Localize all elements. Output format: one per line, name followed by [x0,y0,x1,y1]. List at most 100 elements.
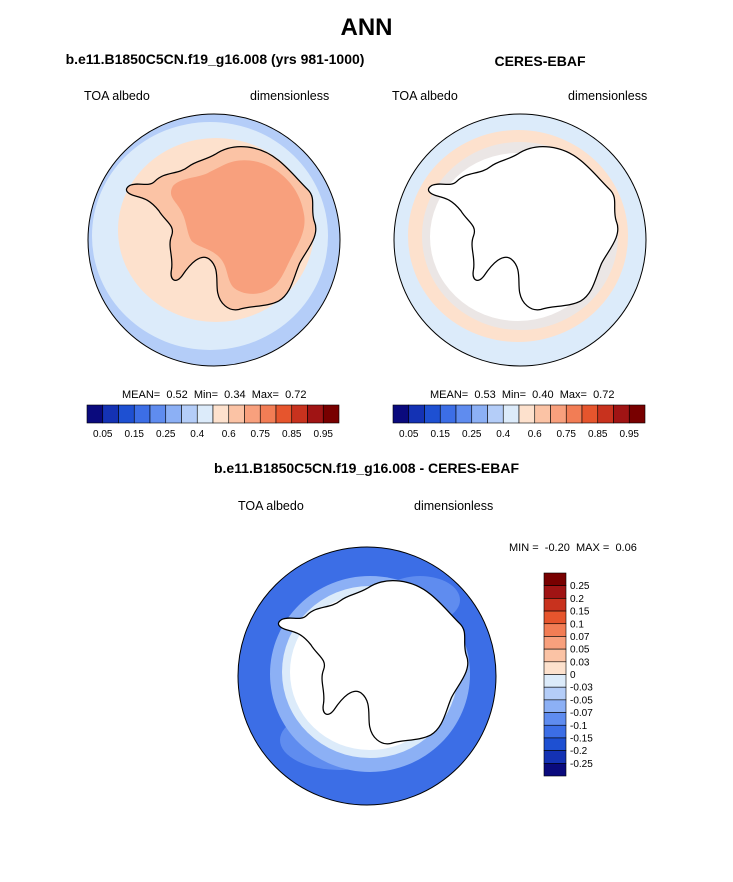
panel1-variable-label: TOA albedo [84,89,150,103]
colorbar-panel3-swatch [543,623,567,637]
panel3-title: b.e11.B1850C5CN.f19_g16.008 - CERES-EBAF [213,460,520,476]
colorbar-panel2-tick-label: 0.75 [557,429,577,440]
colorbar-panel2-tick-label: 0.05 [399,429,419,440]
colorbar-panel3-tick-label: 0.25 [570,581,590,592]
panel3-map [238,547,496,805]
colorbar-panel3-tick-label: 0.05 [570,645,590,656]
colorbar-panel3-swatch [543,674,567,688]
colorbar-panel1-swatch [322,404,340,424]
max-value: 0.72 [285,389,307,401]
colorbar-panel3-swatch [543,686,567,701]
colorbar-panel1-swatch [212,404,230,424]
colorbar-panel2-swatch [565,404,583,424]
max-value: 0.72 [593,389,615,401]
mean-value: 0.53 [474,389,496,401]
colorbar-panel3-swatch [543,598,567,612]
colorbar-panel3-swatch [543,724,567,739]
min-value: -0.20 [544,542,570,554]
colorbar-panel2-swatch [550,404,567,424]
panel2-title: CERES-EBAF [494,53,586,69]
colorbar-panel1-tick-label: 0.25 [156,429,176,440]
colorbar-panel3-swatch [543,737,567,751]
page-title: ANN [340,14,393,41]
colorbar-panel3-swatch [543,636,567,650]
colorbar-panel3-swatch [543,648,567,663]
colorbar-panel1-swatch [228,404,245,424]
colorbar-panel2-tick-label: 0.4 [496,429,510,440]
colorbar-panel1-swatch [118,404,135,424]
panel3-stats: MIN = -0.20 MAX = 0.06 [509,542,637,554]
mean-label: MEAN= [430,389,469,401]
colorbar-panel2-tick-label: 0.85 [588,429,608,440]
mean-label: MEAN= [122,389,161,401]
max-label: MAX = [575,542,610,554]
colorbar-panel3: 0.25 0.2 0.150.1 0.07 0.050.03 0 -0.03-0.05 -0.… [543,572,593,777]
panel1-units-label: dimensionless [250,89,330,103]
panel1-map-border [87,113,341,367]
colorbar-panel2-swatch [581,404,599,424]
colorbar-panel3-tick-label: -0.15 [570,733,593,744]
mean-value: 0.52 [166,389,188,401]
colorbar-panel1-swatch [149,404,167,424]
panel3-variable-label: TOA albedo [238,499,304,513]
colorbar-panel1-tick-label: 0.85 [282,429,302,440]
max-label: Max= [559,389,587,401]
colorbar-panel1-swatch [307,404,324,424]
colorbar-panel3-tick-label: -0.07 [570,708,593,719]
colorbar-panel2-tick-label: 0.6 [528,429,542,440]
colorbar-panel3-swatch [543,750,567,764]
colorbar-panel2-swatch [392,404,410,424]
min-label: Min= [501,389,527,401]
colorbar-panel2-swatch [408,404,425,424]
colorbar-panel1-tick-label: 0.05 [93,429,113,440]
max-value: 0.06 [615,542,637,554]
min-label: MIN = [509,542,539,554]
colorbar-panel3-tick-label: 0.03 [570,657,590,668]
colorbar-panel1-swatch [181,404,198,424]
colorbar-panel3-tick-label: -0.05 [570,695,593,706]
colorbar-panel2-tick-label: 0.95 [620,429,640,440]
colorbar-panel3-tick-label: -0.1 [570,721,588,732]
colorbar-panel3-tick-label: 0.2 [570,594,584,605]
colorbar-panel1-swatch [133,404,151,424]
colorbar-panel1-tick-label: 0.15 [125,429,145,440]
colorbar-panel2-swatch [534,404,551,424]
colorbar-panel2-swatch [518,404,536,424]
colorbar-panel3-tick-label: 0.07 [570,632,590,643]
colorbar-panel3-tick-label: 0.1 [570,619,584,630]
colorbar-panel2-swatch [502,404,520,424]
colorbar-panel3-tick-label: -0.03 [570,683,593,694]
colorbar-panel2-swatch [439,404,457,424]
colorbar-panel1-swatch [259,404,277,424]
colorbar-panel3-swatch [543,610,567,625]
panel1-stats: MEAN= 0.52 Min= 0.34 Max= 0.72 [122,389,306,401]
colorbar-panel2-swatch [613,404,630,424]
colorbar-panel2-tick-label: 0.15 [431,429,451,440]
panel2-stats: MEAN= 0.53 Min= 0.40 Max= 0.72 [430,389,614,401]
colorbar-panel1-swatch [275,404,293,424]
colorbar-panel3-tick-label: 0.15 [570,607,590,618]
panel3-map-border [237,546,497,806]
colorbar-panel1-swatch [86,404,104,424]
colorbar-panel1-swatch [165,404,182,424]
colorbar-panel1-swatch [244,404,261,424]
colorbar-panel1-tick-label: 0.6 [222,429,236,440]
colorbar-panel1-tick-label: 0.75 [251,429,271,440]
colorbar-panel1-swatch [196,404,214,424]
panel1-map [88,114,340,366]
min-value: 0.40 [532,389,554,401]
panel2-units-label: dimensionless [568,89,648,103]
min-label: Min= [193,389,219,401]
panel2-variable-label: TOA albedo [392,89,458,103]
colorbar-panel3-swatch [543,763,567,777]
panel2-map-border [393,113,647,367]
colorbar-panel3-swatch [543,572,567,586]
colorbar-panel2-swatch [597,404,614,424]
colorbar-panel2-swatch [487,404,504,424]
max-label: Max= [251,389,279,401]
colorbar-panel1: 0.05 0.15 0.25 0.4 0.6 0.75 0.85 0.95 [86,404,340,440]
colorbar-panel3-swatch [543,585,567,599]
colorbar-panel2-swatch [455,404,473,424]
colorbar-panel3-swatch [543,699,567,713]
